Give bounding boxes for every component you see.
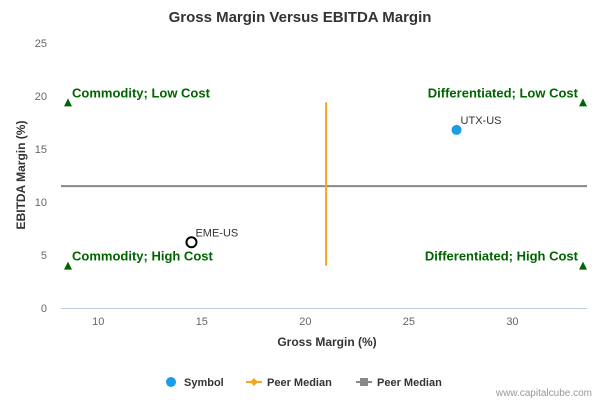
chart-title: Gross Margin Versus EBITDA Margin — [169, 9, 432, 26]
legend-square-marker — [360, 378, 368, 386]
data-point-label: UTX-US — [461, 115, 502, 127]
legend: Symbol Peer Median Peer Median — [166, 377, 442, 389]
x-tick-label: 10 — [92, 316, 104, 328]
y-tick-label: 0 — [41, 303, 47, 315]
credit-text: www.capitalcube.com — [495, 388, 592, 399]
quadrant-marker — [579, 261, 587, 270]
legend-diamond-marker — [250, 378, 258, 386]
x-tick-label: 30 — [506, 316, 518, 328]
legend-label: Peer Median — [377, 377, 442, 389]
x-tick-label: 20 — [299, 316, 311, 328]
quadrant-marker — [579, 98, 587, 107]
y-tick-label: 5 — [41, 250, 47, 262]
y-tick-label: 20 — [35, 91, 47, 103]
y-tick-label: 15 — [35, 144, 47, 156]
legend-label: Symbol — [184, 377, 224, 389]
y-axis-label: EBITDA Margin (%) — [14, 121, 28, 230]
legend-label: Peer Median — [267, 377, 332, 389]
legend-symbol-marker — [166, 377, 176, 387]
quadrant-marker — [64, 261, 72, 270]
x-tick-label: 15 — [196, 316, 208, 328]
y-tick-label: 10 — [35, 197, 47, 209]
data-point-label: EME-US — [195, 227, 238, 239]
quadrant-marker — [64, 98, 72, 107]
y-tick-label: 25 — [35, 38, 47, 50]
quadrant-label: Commodity; High Cost — [72, 249, 213, 264]
x-tick-label: 25 — [403, 316, 415, 328]
quadrant-label: Differentiated; Low Cost — [428, 85, 579, 100]
quadrant-label: Commodity; Low Cost — [72, 85, 211, 100]
x-axis-label: Gross Margin (%) — [277, 335, 376, 349]
data-point — [185, 236, 198, 249]
data-point — [451, 124, 462, 135]
quadrant-label: Differentiated; High Cost — [425, 249, 579, 264]
